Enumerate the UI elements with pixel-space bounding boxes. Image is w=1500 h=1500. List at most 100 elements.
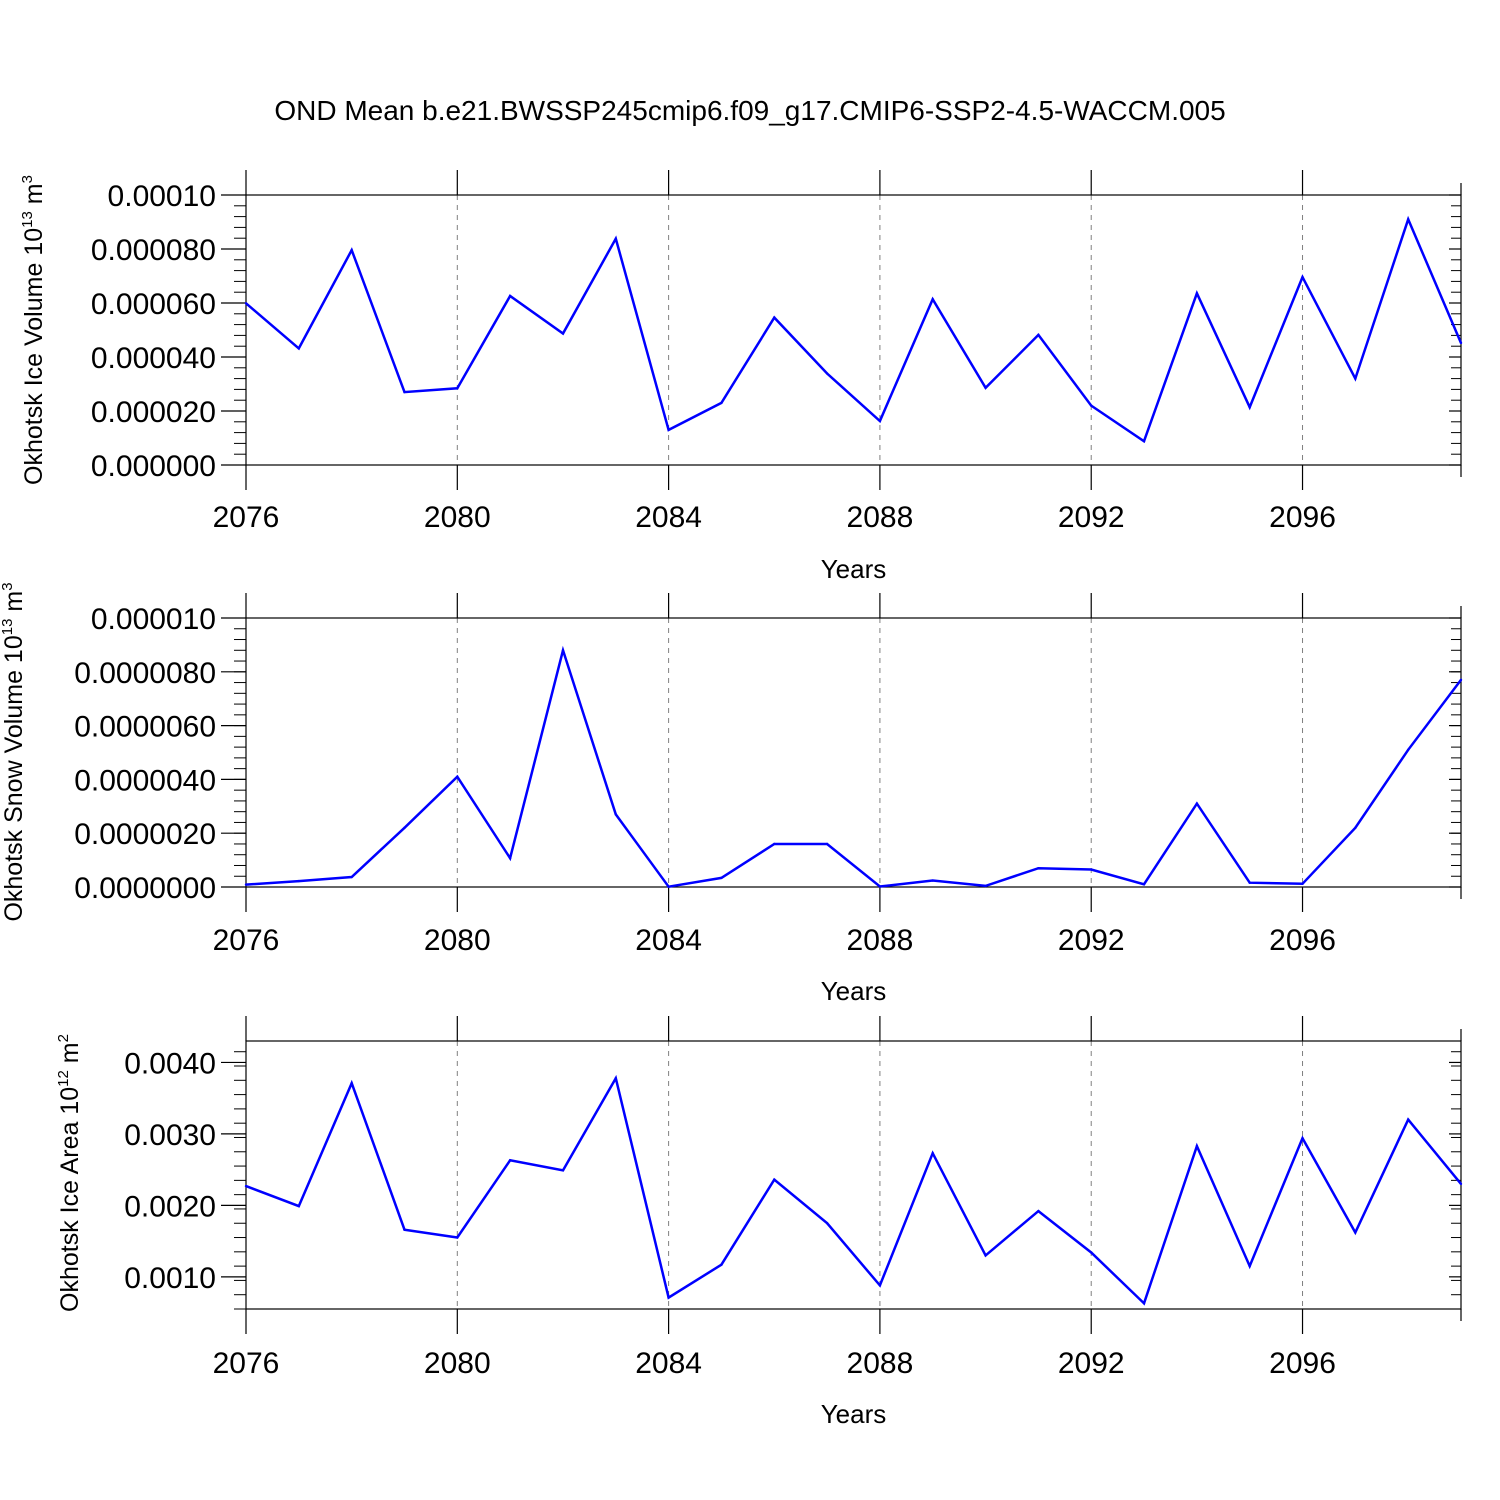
data-point [614,1076,617,1080]
y-tick-label: 0.0040 [124,1047,216,1080]
data-point [1037,866,1040,870]
y-tick-label: 0.0020 [124,1190,216,1223]
x-axis-label: Years [821,976,887,1006]
data-point [614,237,617,240]
data-point [561,332,565,335]
x-tick-label: 2084 [635,501,702,534]
y-axis-label: Okhotsk Snow Volume 1013 m3 [0,582,28,921]
data-point [984,884,987,888]
data-point [1248,881,1251,884]
data-point [1459,1182,1463,1186]
y-tick-label: 0.00010 [108,180,216,213]
y-tick-label: 0.000080 [91,234,216,267]
data-point [1195,1144,1199,1148]
data-point [1406,748,1410,752]
data-point [1248,406,1251,409]
data-point [1037,333,1040,337]
data-point [1301,1136,1304,1140]
x-tick-label: 2088 [847,924,914,957]
series-line-ice-area [245,1074,1462,1306]
x-tick-label: 2084 [635,924,702,957]
x-tick-label: 2092 [1058,1347,1125,1380]
x-tick-label: 2092 [1058,501,1125,534]
data-point [667,1296,670,1299]
data-point [1248,1264,1251,1268]
x-tick-label: 2084 [635,1347,702,1380]
data-point [508,857,512,860]
y-tick-label: 0.000020 [91,396,216,429]
data-point [403,1228,406,1231]
data-point [1459,678,1463,682]
data-point [1142,1302,1146,1305]
x-tick-label: 2076 [213,501,280,534]
y-tick-label: 0.0000080 [74,657,216,690]
data-point [667,885,670,888]
x-axis-label: Years [821,554,887,584]
data-point [931,1152,934,1155]
data-point [931,879,934,882]
x-tick-label: 2088 [847,1347,914,1380]
x-tick-label: 2088 [847,501,914,534]
x-tick-label: 2096 [1269,924,1336,957]
panel-ice-volume: 0.000000 0.000020 0.000040 0.000060 0.000080… [19,170,1463,584]
x-axis-label: Years [821,1399,887,1429]
data-point [1354,1231,1357,1234]
data-point [720,1263,723,1266]
plot-frame [245,1040,1462,1310]
x-tick-label: 2092 [1058,924,1125,957]
data-point [403,390,406,394]
data-point [667,428,670,432]
data-point [720,401,723,405]
data-point [825,1222,829,1225]
y-axis-label: Okhotsk Ice Volume 1013 m3 [19,175,48,485]
y-axis-label: Okhotsk Ice Area 1012 m2 [55,1034,84,1312]
y-tick-label: 0.0030 [124,1119,216,1152]
series-line-ice-volume [245,215,1463,444]
data-point [350,875,353,879]
data-point [773,316,776,319]
data-point [297,879,301,883]
data-point [1195,292,1199,295]
data-point [1142,440,1146,443]
data-point [350,248,353,252]
data-point [1090,404,1093,407]
data-point [561,649,565,652]
data-point [825,842,829,846]
data-point [1354,826,1357,830]
y-tick-label: 0.0000060 [74,711,216,744]
data-point [1301,275,1304,279]
data-point [1037,1209,1040,1213]
x-tick-label: 2076 [213,1347,280,1380]
data-point [297,347,301,350]
y-tick-label: 0.000040 [91,342,216,375]
x-tick-label: 2096 [1269,501,1336,534]
data-point [244,302,248,305]
chart-title: OND Mean b.e21.BWSSP245cmip6.f09_g17.CMI… [274,95,1225,126]
y-tick-label: 0.0010 [124,1262,216,1295]
data-point [878,885,882,888]
data-point [297,1204,301,1208]
y-tick-label: 0.0000000 [74,872,216,905]
data-point [931,298,934,301]
data-point [1354,377,1357,380]
x-tick-label: 2080 [424,501,491,534]
panel-ice-area: 0.0010 0.0020 0.0030 0.0040 2076 2080 2084 2088… [55,1016,1463,1429]
panels: 0.000000 0.000020 0.000040 0.000060 0.000080… [0,170,1463,1429]
data-point [614,813,617,816]
y-tick-label: 0.000000 [91,450,216,483]
data-point [1301,882,1304,885]
data-point [984,1254,987,1257]
data-point [561,1169,565,1172]
plot-frame [245,194,1462,466]
panel-snow-volume: 0.0000000 0.0000020 0.0000040 0.0000060 0.00… [0,582,1463,1006]
data-point [1459,341,1463,345]
data-point [244,1184,248,1188]
data-point [878,419,882,423]
data-point [720,876,723,880]
data-point [508,294,512,298]
y-tick-label: 0.000010 [91,603,216,636]
y-tick-label: 0.000060 [91,288,216,321]
data-point [350,1081,353,1085]
data-point [1406,218,1410,221]
